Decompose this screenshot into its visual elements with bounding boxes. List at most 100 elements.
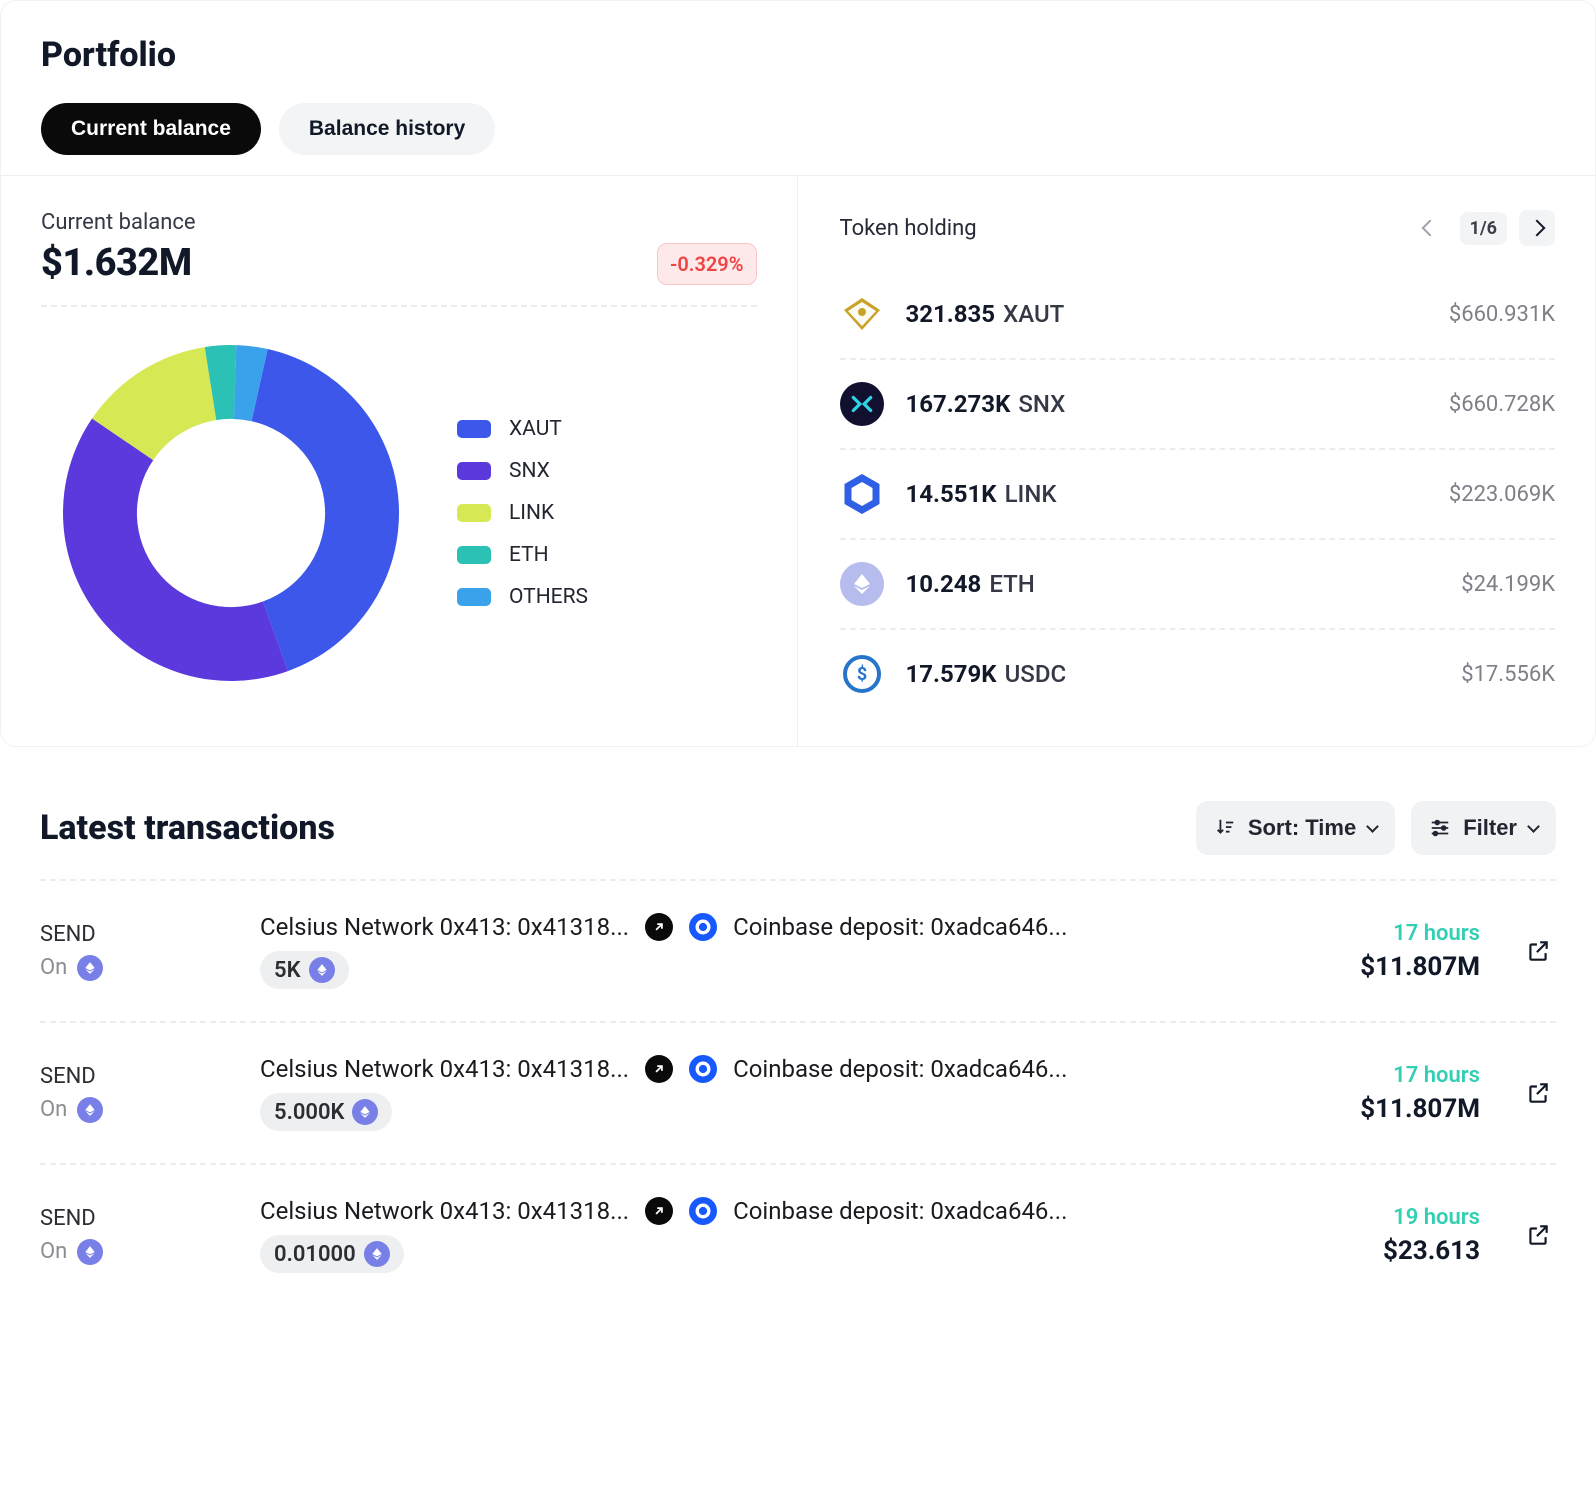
legend-item: ETH <box>457 543 588 567</box>
arrow-out-icon <box>645 913 673 941</box>
tx-time: 19 hours <box>1260 1205 1480 1230</box>
tx-to: Coinbase deposit: 0xadca646... <box>733 1197 1067 1225</box>
holding-row[interactable]: 167.273KSNX$660.728K <box>840 360 1556 450</box>
tx-on-label: On <box>40 1097 67 1122</box>
transactions-card: Latest transactions Sort: Time Filter <box>0 761 1596 1305</box>
transaction-row[interactable]: SEND On Celsius Network 0x413: 0x41318... C… <box>40 1021 1556 1163</box>
sort-button[interactable]: Sort: Time <box>1196 801 1395 855</box>
legend-swatch <box>457 462 491 480</box>
transactions-list: SEND On Celsius Network 0x413: 0x41318... C… <box>0 879 1596 1305</box>
portfolio-tabs: Current balance Balance history <box>41 103 1555 155</box>
transaction-row[interactable]: SENDOnCelsius Network 0x413: 0x41318...C… <box>40 1163 1556 1305</box>
legend-item: XAUT <box>457 417 588 441</box>
tx-network: On <box>40 1097 240 1123</box>
eth-icon <box>77 1097 103 1123</box>
holding-amount: 17.579K <box>906 660 997 688</box>
holding-symbol: XAUT <box>1003 300 1064 328</box>
tx-time: 17 hours <box>1260 921 1480 946</box>
external-link-icon <box>1525 1080 1551 1106</box>
holding-value: $17.556K <box>1461 662 1555 687</box>
legend-item: SNX <box>457 459 588 483</box>
legend-swatch <box>457 420 491 438</box>
tx-from: Celsius Network 0x413: 0x41318... <box>260 1055 629 1083</box>
coinbase-icon <box>689 1197 717 1225</box>
xaut-icon <box>840 292 884 336</box>
portfolio-card: Portfolio Current balance Balance histor… <box>0 0 1596 747</box>
transactions-header: Latest transactions Sort: Time Filter <box>0 761 1596 879</box>
tx-from: Celsius Network 0x413: 0x41318... <box>260 1197 629 1225</box>
coinbase-icon <box>689 1055 717 1083</box>
external-link-icon <box>1525 938 1551 964</box>
holding-value: $223.069K <box>1449 482 1555 507</box>
eth-icon <box>309 957 335 983</box>
holding-row[interactable]: 14.551K LINK $223.069K <box>840 450 1556 540</box>
holding-row[interactable]: 321.835XAUT $660.931K <box>840 270 1556 360</box>
tx-value: $11.807M <box>1260 1094 1480 1124</box>
legend-label: ETH <box>509 543 549 567</box>
eth-icon <box>840 562 884 606</box>
tab-balance-history[interactable]: Balance history <box>279 103 495 155</box>
donut-slice <box>63 419 288 681</box>
svg-text:$: $ <box>856 664 866 685</box>
open-external-button[interactable] <box>1520 1217 1556 1253</box>
holding-symbol: ETH <box>989 570 1034 598</box>
link-icon <box>840 472 884 516</box>
transaction-row[interactable]: SENDOnCelsius Network 0x413: 0x41318...C… <box>40 879 1556 1021</box>
holding-symbol: LINK <box>1005 480 1057 508</box>
filter-label: Filter <box>1463 815 1517 841</box>
holding-amount: 321.835 <box>906 300 996 328</box>
tx-amount: 5K <box>274 958 301 983</box>
legend-label: LINK <box>509 501 554 525</box>
chevron-down-icon <box>1527 820 1540 833</box>
tx-amount-chip: 0.01000 <box>260 1235 404 1273</box>
portfolio-title: Portfolio <box>41 35 1555 75</box>
legend-item: LINK <box>457 501 588 525</box>
tx-amount-chip: 5.000K <box>260 1093 392 1131</box>
pager-next-button[interactable] <box>1519 210 1555 246</box>
chart-row: XAUT SNX LINK ETH OTHERS <box>61 343 757 683</box>
eth-icon <box>77 1239 103 1265</box>
tx-to: Coinbase deposit: 0xadca646... <box>733 1055 1067 1083</box>
holding-symbol: SNX <box>1018 390 1065 418</box>
sort-icon <box>1214 817 1236 839</box>
donut-slice <box>252 349 399 671</box>
balance-panel: Current balance $1.632M -0.329% XAUTSNXL… <box>1 176 798 746</box>
tx-route: Celsius Network 0x413: 0x41318...Coinbas… <box>260 913 1240 941</box>
tx-on-label: On <box>40 1239 67 1264</box>
legend-label: OTHERS <box>509 585 588 609</box>
holdings-header: Token holding 1/6 <box>840 210 1556 246</box>
tx-network: On <box>40 1239 240 1265</box>
tx-amount-chip: 5K <box>260 951 349 989</box>
holding-amount: 14.551K <box>906 480 997 508</box>
open-external-button[interactable] <box>1520 933 1556 969</box>
tx-value: $11.807M <box>1260 952 1480 982</box>
pager-label: 1/6 <box>1460 212 1507 245</box>
tx-from: Celsius Network 0x413: 0x41318... <box>260 913 629 941</box>
eth-icon <box>352 1099 378 1125</box>
tx-route: Celsius Network 0x413: 0x41318... Coinbas… <box>260 1197 1240 1225</box>
holding-symbol: USDC <box>1005 660 1067 688</box>
holding-row[interactable]: $17.579K USDC $17.556K <box>840 630 1556 718</box>
filter-button[interactable]: Filter <box>1411 801 1556 855</box>
tx-time: 17 hours <box>1260 1063 1480 1088</box>
open-external-button[interactable] <box>1520 1075 1556 1111</box>
donut-chart <box>61 343 401 683</box>
holding-row[interactable]: 10.248ETH$24.199K <box>840 540 1556 630</box>
external-link-icon <box>1525 1222 1551 1248</box>
legend-item: OTHERS <box>457 585 588 609</box>
coinbase-icon <box>689 913 717 941</box>
tab-current-balance[interactable]: Current balance <box>41 103 261 155</box>
tx-type: SEND <box>40 1064 240 1089</box>
legend-label: XAUT <box>509 417 562 441</box>
balance-value: $1.632M <box>41 241 196 285</box>
eth-icon <box>77 955 103 981</box>
donut-legend: XAUT SNX LINK ETH OTHERS <box>457 417 588 609</box>
holdings-list: 321.835XAUT $660.931K 167.273KSNX$660.728K… <box>840 270 1556 718</box>
holding-amount: 10.248 <box>906 570 982 598</box>
transactions-controls: Sort: Time Filter <box>1196 801 1556 855</box>
tx-on-label: On <box>40 955 67 980</box>
portfolio-panels: Current balance $1.632M -0.329% XAUTSNXL… <box>1 175 1595 746</box>
legend-swatch <box>457 546 491 564</box>
pager-prev-button[interactable] <box>1412 210 1448 246</box>
holding-value: $660.931K <box>1449 302 1555 327</box>
